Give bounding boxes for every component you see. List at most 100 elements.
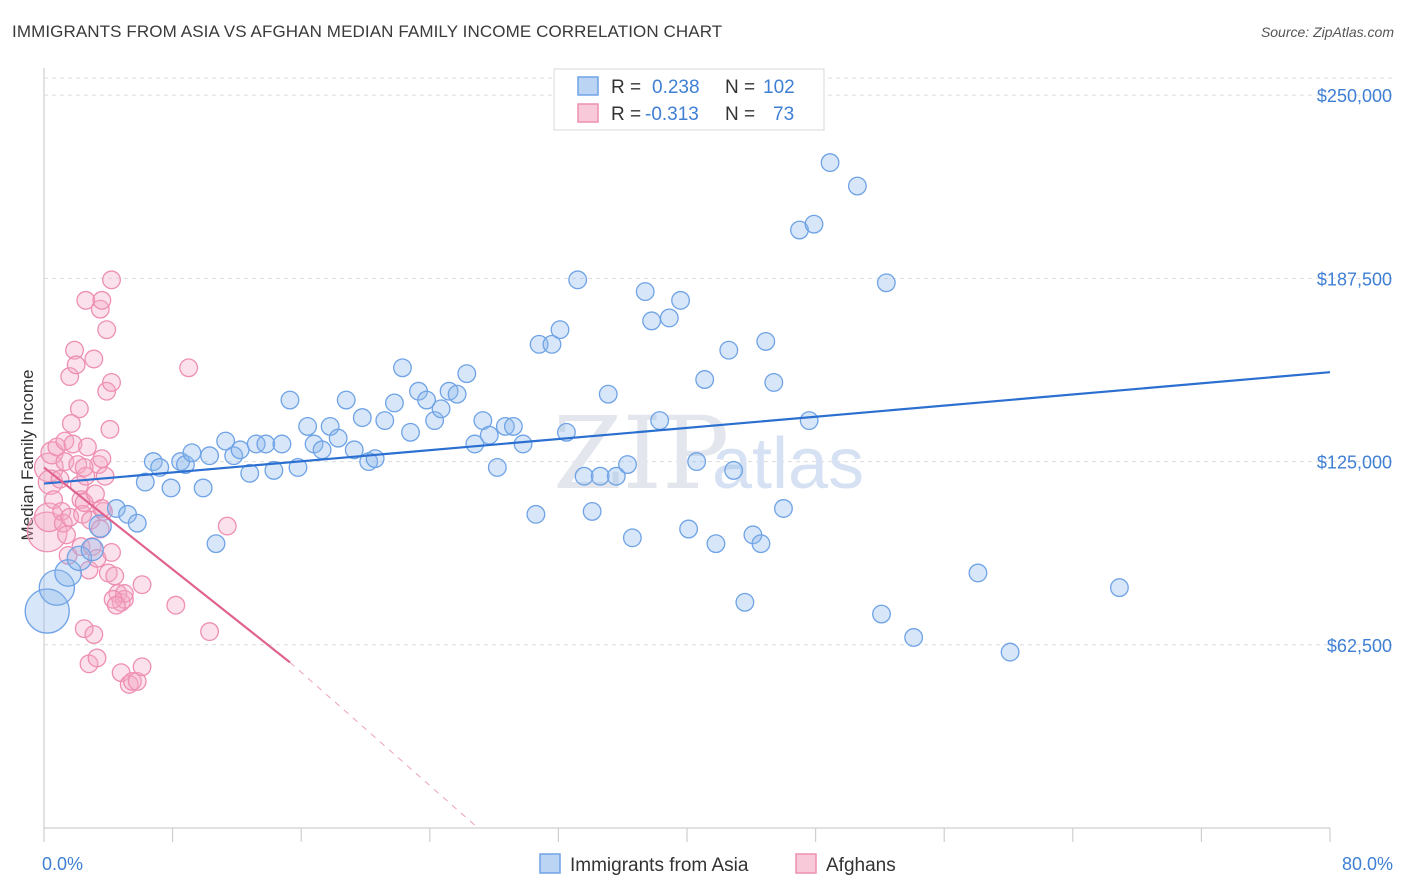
asia-point <box>417 390 437 410</box>
afghan-point <box>63 434 83 454</box>
watermark: ZIP atlas <box>553 395 864 512</box>
afghan-point <box>69 399 89 419</box>
asia-point <box>764 372 784 392</box>
y-tick-label: $62,500 <box>1327 636 1392 656</box>
asia-point <box>176 455 195 474</box>
asia-point <box>550 320 570 340</box>
afghan-point <box>105 566 125 586</box>
series-legend: Immigrants from Asia Afghans <box>539 853 896 876</box>
watermark-atlas: atlas <box>712 424 864 504</box>
asia-point <box>182 443 202 463</box>
afghan-point <box>132 657 152 677</box>
afghan-point <box>89 455 109 474</box>
asia-point <box>774 499 793 518</box>
asia-point <box>375 411 395 430</box>
afghan-point <box>122 671 142 691</box>
asia-point <box>256 434 276 454</box>
asia-point <box>80 537 104 562</box>
axes <box>43 68 1331 842</box>
afghan-point <box>66 355 86 375</box>
afghan-point <box>106 595 126 615</box>
asia-point <box>38 569 76 606</box>
afghan-point <box>74 458 94 477</box>
asia-point <box>280 390 300 410</box>
asia-point <box>200 446 220 466</box>
legend-r-value: -0.313 <box>645 104 699 125</box>
x-tick-labels: 0.0% 80.0% <box>42 854 1393 874</box>
asia-point <box>568 270 588 290</box>
asia-point <box>1109 578 1129 598</box>
legend-swatch-asia <box>539 853 561 874</box>
asia-trend-line <box>43 371 1331 485</box>
afghan-point <box>65 340 84 360</box>
afghan-point <box>61 414 81 433</box>
asia-point <box>622 528 642 548</box>
asia-point <box>687 452 707 472</box>
asia-point <box>393 358 412 378</box>
asia-point <box>336 390 356 410</box>
afghan-point <box>200 622 220 642</box>
afghan-point <box>57 525 76 545</box>
asia-point <box>150 458 170 477</box>
afghan-point <box>102 372 121 392</box>
afghan-point <box>95 466 115 486</box>
asia-point <box>635 282 655 302</box>
y-axis-title: Median Family Income <box>18 369 37 540</box>
asia-point <box>135 472 155 492</box>
afghan-point <box>60 367 80 387</box>
y-tick-label: $187,500 <box>1317 269 1392 289</box>
asia-point <box>582 501 602 521</box>
asia-point <box>1000 642 1020 662</box>
afghan-point <box>102 543 121 562</box>
asia-point <box>479 425 499 445</box>
asia-point <box>735 592 755 612</box>
afghan-point <box>87 648 107 668</box>
watermark-zip: ZIP <box>553 395 729 512</box>
asia-point <box>872 604 891 624</box>
asia-point <box>642 311 662 331</box>
asia-point <box>66 545 93 572</box>
asia-point <box>206 534 226 554</box>
asia-point <box>447 384 467 404</box>
asia-point <box>365 449 385 469</box>
afghan-point <box>84 349 104 369</box>
asia-point <box>487 458 507 477</box>
asia-point <box>804 214 824 234</box>
asia-point <box>695 370 715 389</box>
legend-n-value: 102 <box>763 77 795 98</box>
asia-point <box>246 434 266 454</box>
asia-point <box>574 466 594 486</box>
asia-point <box>216 431 236 451</box>
afghan-point <box>74 619 94 639</box>
asia-point <box>706 534 726 554</box>
asia-point <box>724 460 744 480</box>
asia-point <box>556 422 576 442</box>
legend-r-value: 0.238 <box>652 77 700 98</box>
afghan-point <box>76 290 96 310</box>
asia-point <box>876 273 896 293</box>
afghan-trend-line <box>43 466 291 664</box>
asia-point <box>513 434 533 454</box>
asia-point <box>352 408 372 428</box>
afghan-trend-extension <box>289 662 479 829</box>
asia-point <box>847 176 867 196</box>
afghan-point <box>97 320 117 340</box>
asia-point <box>495 416 515 436</box>
asia-point <box>799 411 819 430</box>
asia-point <box>606 466 626 486</box>
asia-point <box>431 399 451 419</box>
afghan-point <box>102 270 121 290</box>
afghan-point <box>97 381 117 401</box>
afghan-point <box>179 358 199 378</box>
asia-series <box>24 153 1129 662</box>
asia-point <box>529 334 549 354</box>
y-tick-label: $125,000 <box>1317 453 1392 473</box>
source-credit: Source: ZipAtlas.com <box>1260 24 1394 40</box>
afghan-point <box>217 516 237 536</box>
afghan-point <box>77 437 97 457</box>
asia-point <box>618 455 637 474</box>
asia-point <box>679 519 699 539</box>
asia-point <box>526 504 546 524</box>
legend-label-afghan: Afghans <box>826 855 896 876</box>
afghan-point <box>127 671 147 691</box>
